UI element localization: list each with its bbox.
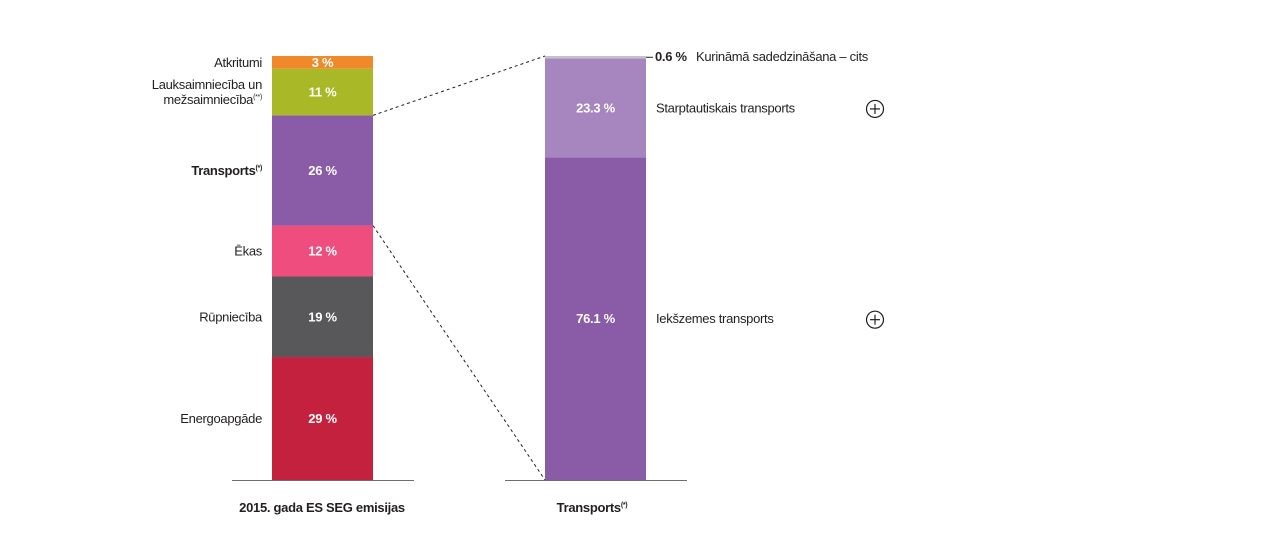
expand-inland-icon[interactable]	[865, 310, 885, 329]
x-axis-label-transport: Transports(*)	[557, 500, 628, 515]
series-label-energy: Energoapgāde	[180, 411, 262, 426]
series-label-buildings: Ēkas	[234, 244, 263, 259]
axes	[232, 56, 687, 481]
data-label-intl: 23.3 %	[576, 100, 615, 115]
bar-segment-inland	[545, 157, 646, 480]
data-label-transport: 26 %	[308, 163, 337, 178]
bar-segment-industry	[272, 276, 373, 358]
series-label-transport: Transports(*)	[191, 163, 262, 178]
series-label-inland: Iekšzemes transports	[656, 311, 774, 326]
data-label-waste: 3 %	[312, 55, 334, 70]
series-label-intl: Starptautiskais transports	[656, 100, 796, 115]
bar-segment-fuel	[545, 56, 646, 59]
data-label-industry: 19 %	[308, 309, 337, 324]
bar-segment-buildings	[272, 225, 373, 277]
bar-segment-energy	[272, 357, 373, 480]
series-label-waste: Atkritumi	[214, 55, 262, 70]
connector-top	[372, 55, 546, 116]
series-labels: 29 % Energoapgāde 19 % Rūpniecība 12 % Ēkas 26…	[152, 49, 869, 515]
series-label-industry: Rūpniecība	[199, 309, 263, 324]
connector-bottom	[372, 225, 546, 481]
data-label-fuel: 0.6 %	[655, 49, 687, 64]
bar-segment-agri	[272, 68, 373, 116]
main-stacked-bar	[272, 56, 373, 480]
bar-segment-intl	[545, 58, 646, 158]
transport-stacked-bar	[545, 56, 646, 480]
series-label-fuel: Kurināmā sadedzināšana – cits	[696, 49, 869, 64]
zoom-connectors	[372, 55, 546, 481]
bar-segment-transport	[272, 115, 373, 226]
data-label-agri: 11 %	[309, 85, 337, 100]
expand-intl-icon[interactable]	[865, 99, 885, 119]
data-label-buildings: 12 %	[308, 244, 337, 259]
data-label-energy: 29 %	[308, 411, 337, 426]
bar-segment-waste	[272, 56, 373, 69]
data-label-inland: 76.1 %	[576, 311, 615, 326]
x-axis-label-main: 2015. gada ES SEG emisijas	[239, 500, 405, 515]
series-label-agri-line2: mežsaimniecība(**)	[163, 92, 262, 107]
expand-icons[interactable]	[865, 99, 885, 329]
series-label-agri: Lauksaimniecība un	[152, 77, 262, 92]
